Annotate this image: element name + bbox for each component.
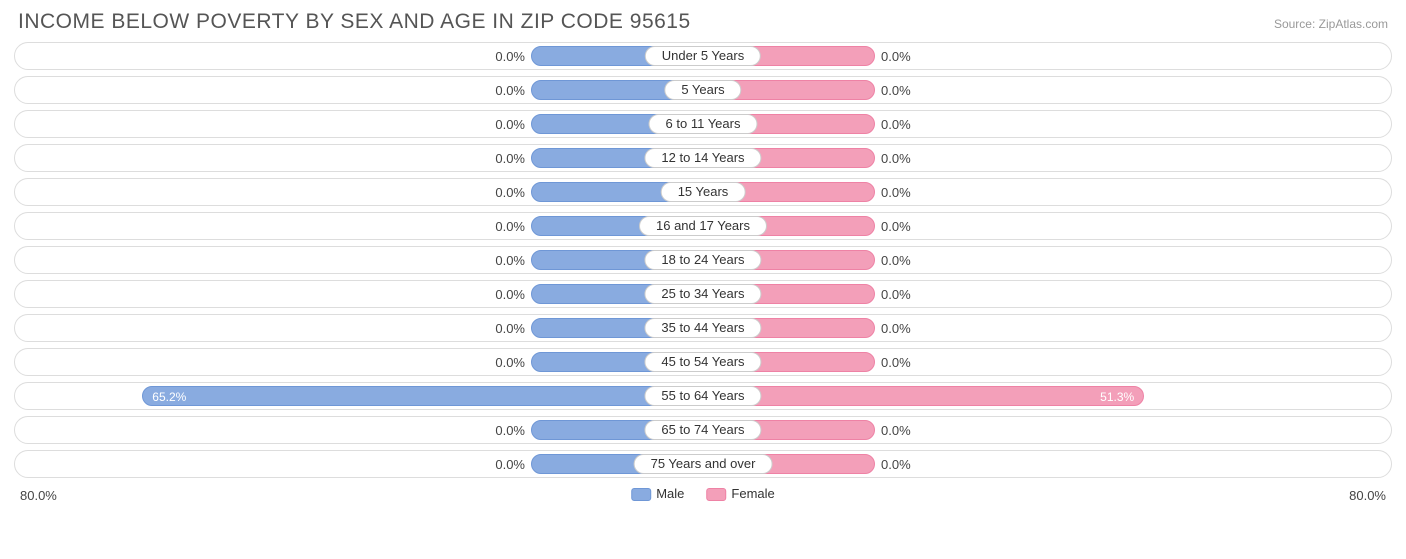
- chart-row: 0.0% 0.0% 75 Years and over: [14, 450, 1392, 478]
- male-value: 0.0%: [495, 349, 531, 377]
- legend-male-label: Male: [656, 486, 684, 501]
- female-value: 0.0%: [875, 417, 911, 445]
- chart-row: 0.0% 0.0% 18 to 24 Years: [14, 246, 1392, 274]
- chart-row: 0.0% 0.0% 15 Years: [14, 178, 1392, 206]
- male-bar: [142, 386, 703, 406]
- legend-female: Female: [706, 486, 774, 501]
- female-value: 0.0%: [875, 315, 911, 343]
- axis-max-left: 80.0%: [20, 488, 57, 503]
- male-value: 0.0%: [495, 43, 531, 71]
- chart-header: INCOME BELOW POVERTY BY SEX AND AGE IN Z…: [0, 0, 1406, 42]
- male-value: 0.0%: [495, 451, 531, 479]
- female-value: 0.0%: [875, 43, 911, 71]
- male-value: 0.0%: [495, 111, 531, 139]
- category-label: 45 to 54 Years: [644, 352, 761, 372]
- category-label: 55 to 64 Years: [644, 386, 761, 406]
- female-value: 0.0%: [875, 111, 911, 139]
- female-value: 0.0%: [875, 281, 911, 309]
- male-value: 0.0%: [495, 315, 531, 343]
- category-label: 12 to 14 Years: [644, 148, 761, 168]
- legend-male: Male: [631, 486, 684, 501]
- female-value: 0.0%: [875, 451, 911, 479]
- female-value: 0.0%: [875, 213, 911, 241]
- chart-row: 0.0% 0.0% 25 to 34 Years: [14, 280, 1392, 308]
- axis-max-right: 80.0%: [1349, 488, 1386, 503]
- category-label: 25 to 34 Years: [644, 284, 761, 304]
- male-value: 0.0%: [495, 247, 531, 275]
- female-value: 0.0%: [875, 145, 911, 173]
- male-value: 0.0%: [495, 417, 531, 445]
- category-label: Under 5 Years: [645, 46, 761, 66]
- chart-row: 0.0% 0.0% 6 to 11 Years: [14, 110, 1392, 138]
- female-value: 0.0%: [875, 247, 911, 275]
- male-swatch-icon: [631, 488, 651, 501]
- chart-row: 0.0% 0.0% Under 5 Years: [14, 42, 1392, 70]
- chart-title: INCOME BELOW POVERTY BY SEX AND AGE IN Z…: [18, 10, 691, 34]
- chart-row: 0.0% 0.0% 45 to 54 Years: [14, 348, 1392, 376]
- category-label: 75 Years and over: [634, 454, 773, 474]
- female-value: 0.0%: [875, 77, 911, 105]
- diverging-bar-chart: 0.0%0.0%Under 5 Years0.0%0.0%5 Years0.0%…: [0, 42, 1406, 478]
- male-value: 0.0%: [495, 145, 531, 173]
- chart-row: 0.0% 0.0% 5 Years: [14, 76, 1392, 104]
- category-label: 18 to 24 Years: [644, 250, 761, 270]
- legend-female-label: Female: [731, 486, 774, 501]
- male-value: 0.0%: [495, 179, 531, 207]
- chart-row: 65.2% 51.3% 55 to 64 Years: [14, 382, 1392, 410]
- legend: Male Female: [631, 486, 775, 501]
- female-value: 0.0%: [875, 349, 911, 377]
- category-label: 16 and 17 Years: [639, 216, 767, 236]
- chart-row: 0.0% 0.0% 65 to 74 Years: [14, 416, 1392, 444]
- category-label: 6 to 11 Years: [649, 114, 758, 134]
- category-label: 35 to 44 Years: [644, 318, 761, 338]
- chart-source: Source: ZipAtlas.com: [1274, 17, 1388, 31]
- chart-row: 0.0% 0.0% 12 to 14 Years: [14, 144, 1392, 172]
- female-bar: [703, 386, 1144, 406]
- male-value: 0.0%: [495, 213, 531, 241]
- male-value: 65.2%: [152, 383, 186, 411]
- male-value: 0.0%: [495, 77, 531, 105]
- category-label: 15 Years: [661, 182, 746, 202]
- category-label: 5 Years: [664, 80, 741, 100]
- male-value: 0.0%: [495, 281, 531, 309]
- chart-row: 0.0% 0.0% 35 to 44 Years: [14, 314, 1392, 342]
- female-value: 0.0%: [875, 179, 911, 207]
- chart-row: 0.0% 0.0% 16 and 17 Years: [14, 212, 1392, 240]
- chart-footer: 80.0% Male Female 80.0%: [14, 484, 1392, 514]
- category-label: 65 to 74 Years: [644, 420, 761, 440]
- female-value: 51.3%: [1100, 383, 1134, 411]
- female-swatch-icon: [706, 488, 726, 501]
